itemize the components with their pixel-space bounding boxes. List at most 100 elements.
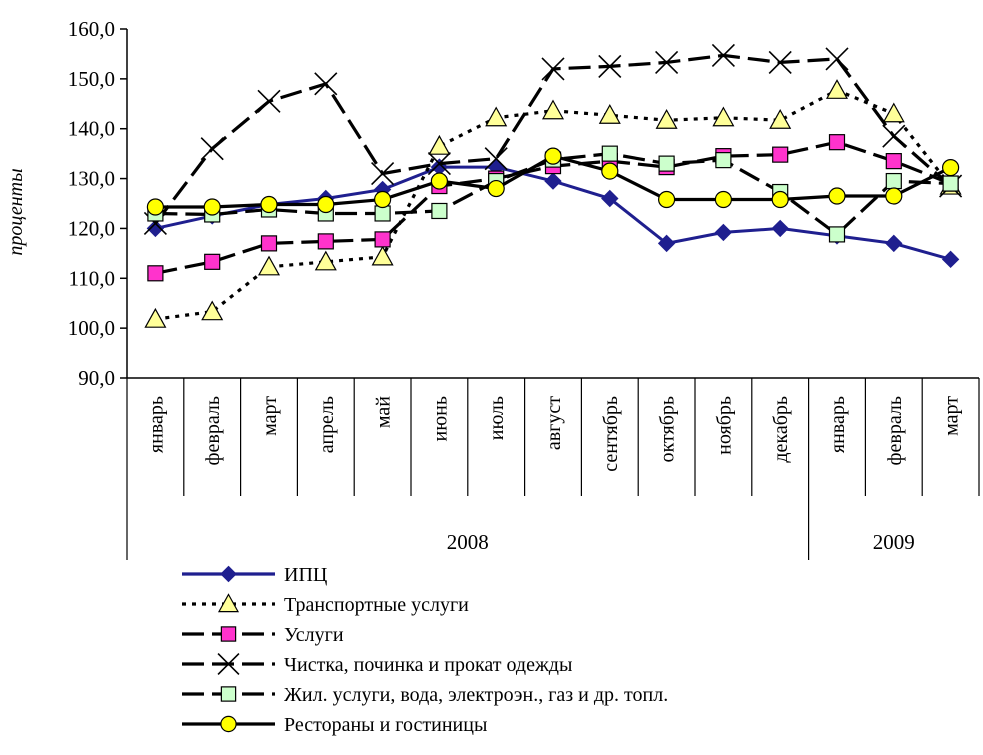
data-point <box>715 152 732 169</box>
data-point <box>487 179 505 198</box>
data-point <box>544 172 562 190</box>
data-point <box>598 104 621 124</box>
data-point <box>771 219 789 238</box>
data-point <box>201 300 224 321</box>
data-point <box>714 223 733 242</box>
data-point <box>711 43 735 67</box>
y-axis: 90,0 100,0 110,0 120,0 130,0 140,0 150,0 160,0 <box>68 17 128 390</box>
data-point <box>712 106 735 127</box>
y-axis-label: проценты <box>5 168 27 255</box>
data-point <box>941 250 960 269</box>
data-point <box>374 190 392 209</box>
data-point <box>541 57 565 81</box>
data-point <box>484 147 508 171</box>
x-tick-label: ноябрь <box>713 396 735 455</box>
data-point <box>657 234 676 253</box>
x-tick-label: июль <box>486 396 508 440</box>
legend-label: Транспортные услуги <box>284 594 469 616</box>
data-point <box>374 205 391 222</box>
data-point <box>371 245 394 266</box>
y-tick-label: 100,0 <box>68 316 115 340</box>
x-tick-label: январь <box>827 396 849 453</box>
y-tick-label: 140,0 <box>68 117 115 141</box>
data-point <box>601 189 619 208</box>
data-point <box>882 102 905 123</box>
data-point <box>431 202 448 220</box>
data-point <box>657 190 676 209</box>
x-tick-label: февраль <box>202 396 224 465</box>
data-point <box>485 106 508 127</box>
data-point <box>885 187 903 205</box>
year-label: 2008 <box>447 530 489 554</box>
data-point <box>257 255 281 276</box>
data-point <box>885 172 902 190</box>
x-tick-label: июнь <box>429 396 451 441</box>
data-point <box>601 145 618 162</box>
data-point <box>144 307 167 328</box>
legend-label: Услуги <box>284 624 344 646</box>
x-tick-label: январь <box>145 396 167 453</box>
data-point <box>828 187 846 205</box>
x-tick-label: декабрь <box>770 396 792 463</box>
data-point <box>772 146 789 163</box>
x-tick-label: март <box>259 396 281 436</box>
data-point <box>203 198 221 216</box>
x-axis: январь февраль март апрель май июнь июль август… <box>126 377 980 560</box>
data-point <box>598 54 622 78</box>
data-point <box>544 147 562 165</box>
y-tick-label: 110,0 <box>69 266 115 290</box>
data-point <box>371 162 395 186</box>
x-tick-label: апрель <box>316 396 338 453</box>
data-point <box>428 134 451 155</box>
legend-label: ИПЦ <box>284 564 327 586</box>
x-tick-label: август <box>543 396 565 450</box>
data-point <box>314 250 337 271</box>
legend-swatch-marker <box>220 686 237 702</box>
legend-swatch-marker <box>217 593 240 613</box>
data-point <box>601 162 619 180</box>
data-point <box>882 124 906 148</box>
data-point <box>257 89 281 113</box>
data-point <box>714 190 733 209</box>
data-point <box>768 50 792 74</box>
legend-swatch-marker <box>220 565 237 583</box>
data-point <box>655 50 679 74</box>
legend-label: Чистка, починка и прокат одежды <box>284 654 572 676</box>
data-point <box>260 235 278 252</box>
year-label: 2009 <box>873 530 915 554</box>
data-point <box>427 152 451 176</box>
data-point <box>314 72 338 96</box>
data-point <box>885 153 902 170</box>
x-tick-label: май <box>373 396 395 428</box>
data-point <box>146 219 165 238</box>
data-point <box>825 79 849 99</box>
data-point <box>828 134 846 151</box>
y-tick-label: 150,0 <box>68 67 115 91</box>
series-6 <box>146 147 960 216</box>
data-point <box>204 253 221 270</box>
y-tick-label: 130,0 <box>68 167 115 191</box>
x-tick-label: март <box>941 396 963 436</box>
data-point <box>941 159 960 177</box>
data-point <box>769 109 792 129</box>
data-point <box>658 155 675 172</box>
data-point <box>317 233 334 250</box>
y-tick-label: 90,0 <box>78 366 115 390</box>
legend: ИПЦ Транспортные услуги Услуги Чистка, почи… <box>182 564 668 736</box>
data-point <box>655 109 678 129</box>
legend-label: Жил. услуги, вода, электроэн., газ и др.… <box>284 684 668 706</box>
data-point <box>147 265 164 282</box>
legend-swatch-marker <box>220 626 237 642</box>
data-point <box>825 47 849 71</box>
data-point <box>374 231 391 248</box>
data-point <box>260 195 278 214</box>
series-lines <box>143 43 963 328</box>
data-point <box>885 234 903 253</box>
data-point <box>942 175 959 192</box>
data-point <box>541 99 565 120</box>
data-point <box>317 195 335 214</box>
x-tick-label: сентябрь <box>600 396 622 472</box>
data-point <box>828 226 846 243</box>
legend-swatch-marker <box>220 715 237 733</box>
